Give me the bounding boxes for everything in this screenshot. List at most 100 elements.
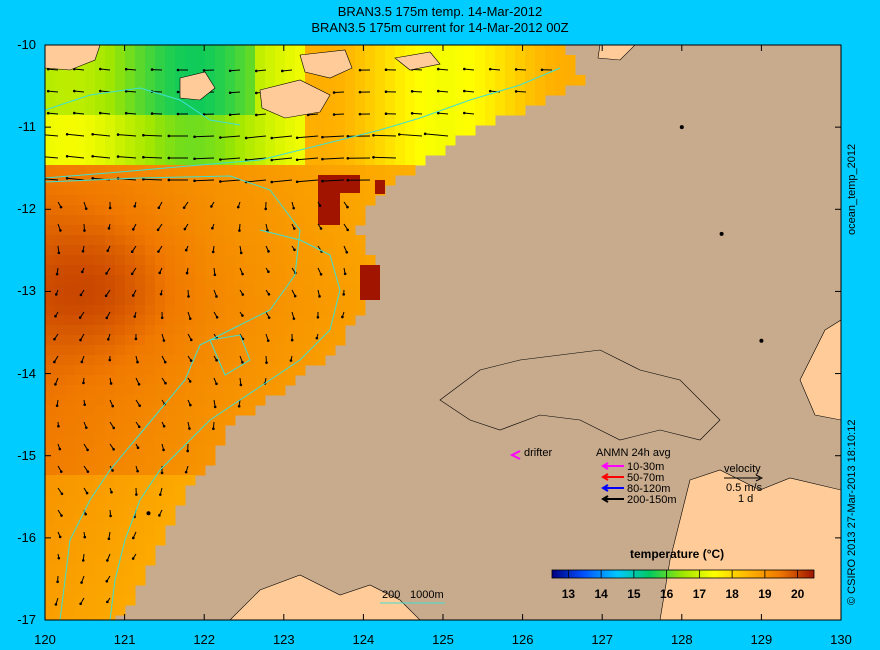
temperature-cell: [445, 65, 456, 76]
temperature-cell: [465, 65, 476, 76]
temperature-cell: [45, 335, 56, 346]
temperature-cell: [295, 275, 306, 286]
temperature-cell: [135, 235, 146, 246]
temperature-cell: [295, 215, 306, 226]
temperature-cell: [145, 485, 156, 496]
temperature-cell: [165, 215, 176, 226]
temperature-cell: [115, 405, 126, 416]
temperature-cell: [425, 45, 436, 56]
temperature-cell: [195, 255, 206, 266]
temperature-cell: [345, 125, 356, 136]
temperature-cell: [335, 295, 346, 306]
temperature-cell: [265, 195, 276, 206]
temperature-cell: [105, 515, 116, 526]
current-vector-head: [215, 358, 218, 362]
temperature-cell: [55, 345, 66, 356]
temperature-cell: [215, 135, 226, 146]
temperature-cell: [295, 255, 306, 266]
temperature-cell: [75, 565, 86, 576]
temperature-cell: [205, 265, 216, 276]
temperature-cell: [225, 335, 236, 346]
temperature-cell: [105, 75, 116, 86]
current-vector-head: [212, 427, 215, 431]
temperature-cell: [175, 145, 186, 156]
temperature-cell: [235, 195, 246, 206]
temperature-cell: [115, 125, 126, 136]
temperature-cell: [445, 105, 456, 116]
temperature-cell: [235, 365, 246, 376]
temperature-cell: [445, 85, 456, 96]
temperature-cell: [75, 275, 86, 286]
temperature-cell: [305, 325, 316, 336]
temperature-cell: [135, 405, 146, 416]
temperature-cell: [95, 315, 106, 326]
current-vector: [373, 134, 397, 137]
temperature-cell: [145, 445, 156, 456]
temperature-cell: [145, 95, 156, 106]
temperature-cell: [395, 45, 406, 56]
current-vector-head: [40, 133, 43, 136]
current-vector-head: [316, 316, 320, 319]
temperature-cell: [275, 275, 286, 286]
temperature-cell: [175, 265, 186, 276]
temperature-cell: [205, 455, 216, 466]
temperature-cell: [505, 65, 516, 76]
temperature-cell: [105, 545, 116, 556]
temperature-cell: [295, 195, 306, 206]
temperature-cell: [165, 445, 176, 456]
temperature-cell: [385, 115, 396, 126]
legend-drifter-label: drifter: [524, 447, 552, 459]
temperature-cell: [325, 125, 336, 136]
temperature-cell: [85, 605, 96, 616]
temperature-cell: [155, 275, 166, 286]
temperature-cell: [435, 135, 446, 146]
current-vector-head: [53, 360, 56, 364]
current-vector-head: [213, 405, 217, 409]
temperature-cell: [55, 405, 66, 416]
temperature-cell: [265, 365, 276, 376]
temperature-cell: [95, 295, 106, 306]
temperature-cell: [255, 205, 266, 216]
current-vector-head: [189, 403, 192, 407]
current-vector-head: [188, 427, 191, 430]
temperature-cell: [155, 525, 166, 536]
temperature-cell: [165, 395, 176, 406]
temperature-cell: [115, 45, 126, 56]
temperature-cell: [125, 505, 136, 516]
temperature-cell: [65, 515, 76, 526]
temperature-cell: [255, 375, 266, 386]
temperature-cell: [95, 265, 106, 276]
temperature-cell: [315, 325, 326, 336]
temperature-cell: [155, 235, 166, 246]
current-vector-head: [131, 536, 135, 540]
current-vector-head: [65, 177, 69, 180]
temperature-cell: [515, 85, 526, 96]
temperature-cell: [105, 295, 116, 306]
temperature-cell: [155, 55, 166, 66]
temperature-cell: [295, 365, 306, 376]
temperature-cell: [255, 265, 266, 276]
temperature-cell: [65, 465, 76, 476]
temperature-cell: [195, 285, 206, 296]
current-vector: [48, 112, 59, 115]
temperature-cell: [315, 45, 326, 56]
temperature-cell: [185, 115, 196, 126]
temperature-cell: [235, 335, 246, 346]
temperature-cell: [335, 215, 346, 226]
current-vector: [322, 135, 345, 138]
current-vector: [516, 68, 527, 71]
temperature-cell: [175, 375, 186, 386]
temperature-cell: [55, 375, 66, 386]
temperature-cell: [165, 285, 176, 296]
current-vector: [45, 178, 59, 181]
temperature-cell: [95, 215, 106, 226]
current-vector: [92, 133, 111, 137]
legend-anmn-title: ANMN 24h avg: [596, 447, 671, 459]
temperature-cell: [65, 135, 76, 146]
temperature-cell: [45, 275, 56, 286]
temperature-cell: [245, 65, 256, 76]
temperature-cell: [45, 65, 56, 76]
temperature-cell: [185, 205, 196, 216]
temperature-cell: [245, 55, 256, 66]
current-vector: [220, 157, 241, 161]
